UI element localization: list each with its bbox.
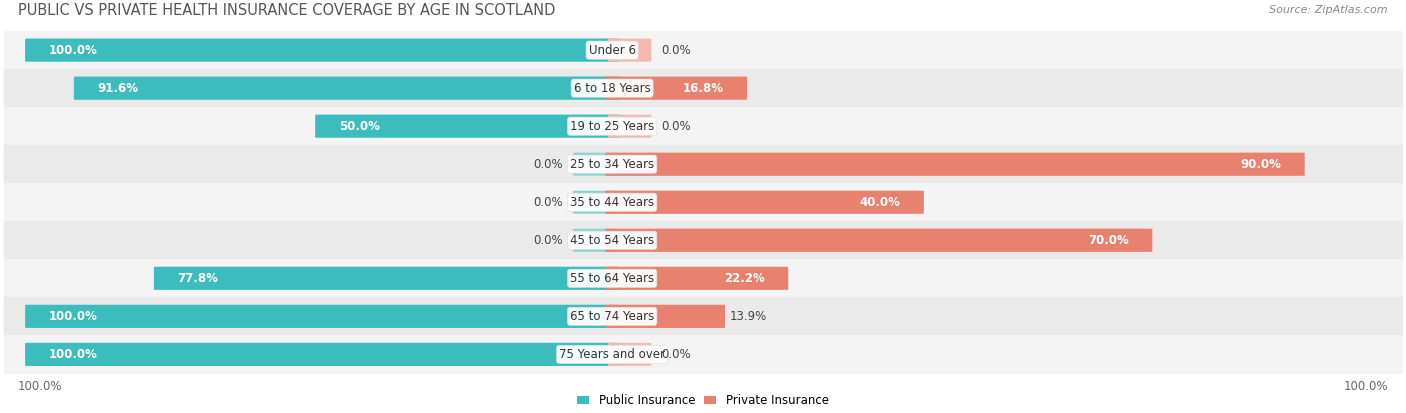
Text: 13.9%: 13.9% <box>730 310 766 323</box>
FancyBboxPatch shape <box>605 191 924 214</box>
Text: 19 to 25 Years: 19 to 25 Years <box>569 120 654 133</box>
Text: 0.0%: 0.0% <box>661 120 690 133</box>
Text: Source: ZipAtlas.com: Source: ZipAtlas.com <box>1270 5 1388 15</box>
Bar <box>4 335 1402 373</box>
FancyBboxPatch shape <box>605 305 725 328</box>
Bar <box>4 183 1402 221</box>
FancyBboxPatch shape <box>574 153 616 176</box>
Text: 55 to 64 Years: 55 to 64 Years <box>569 272 654 285</box>
FancyBboxPatch shape <box>574 191 616 214</box>
Text: 0.0%: 0.0% <box>534 158 564 171</box>
Text: PUBLIC VS PRIVATE HEALTH INSURANCE COVERAGE BY AGE IN SCOTLAND: PUBLIC VS PRIVATE HEALTH INSURANCE COVER… <box>18 2 555 18</box>
Text: 70.0%: 70.0% <box>1088 234 1129 247</box>
FancyBboxPatch shape <box>25 305 619 328</box>
FancyBboxPatch shape <box>605 153 1305 176</box>
Bar <box>4 145 1402 183</box>
Bar <box>4 69 1402 107</box>
Legend: Public Insurance, Private Insurance: Public Insurance, Private Insurance <box>572 389 834 412</box>
Bar <box>4 221 1402 259</box>
FancyBboxPatch shape <box>605 229 1153 252</box>
Bar <box>4 259 1402 297</box>
Text: 90.0%: 90.0% <box>1240 158 1281 171</box>
Text: 100.0%: 100.0% <box>1343 380 1388 393</box>
Text: 35 to 44 Years: 35 to 44 Years <box>569 196 654 209</box>
Text: 45 to 54 Years: 45 to 54 Years <box>569 234 654 247</box>
FancyBboxPatch shape <box>75 76 619 100</box>
Text: 77.8%: 77.8% <box>177 272 218 285</box>
Bar <box>4 297 1402 335</box>
Text: 0.0%: 0.0% <box>661 44 690 57</box>
Text: 6 to 18 Years: 6 to 18 Years <box>574 82 651 95</box>
Text: 50.0%: 50.0% <box>339 120 380 133</box>
Bar <box>4 31 1402 69</box>
Text: 100.0%: 100.0% <box>18 380 63 393</box>
FancyBboxPatch shape <box>574 229 616 252</box>
Text: 0.0%: 0.0% <box>534 196 564 209</box>
FancyBboxPatch shape <box>153 267 619 290</box>
FancyBboxPatch shape <box>607 38 651 62</box>
FancyBboxPatch shape <box>605 76 747 100</box>
FancyBboxPatch shape <box>315 114 619 138</box>
FancyBboxPatch shape <box>605 267 789 290</box>
FancyBboxPatch shape <box>607 343 651 366</box>
FancyBboxPatch shape <box>607 115 651 138</box>
Text: 16.8%: 16.8% <box>682 82 723 95</box>
Text: 65 to 74 Years: 65 to 74 Years <box>569 310 654 323</box>
Text: 0.0%: 0.0% <box>534 234 564 247</box>
FancyBboxPatch shape <box>25 38 619 62</box>
Text: 75 Years and over: 75 Years and over <box>560 348 665 361</box>
Text: 22.2%: 22.2% <box>724 272 765 285</box>
Text: Under 6: Under 6 <box>589 44 636 57</box>
Text: 0.0%: 0.0% <box>661 348 690 361</box>
Text: 100.0%: 100.0% <box>49 310 98 323</box>
FancyBboxPatch shape <box>25 343 619 366</box>
Text: 25 to 34 Years: 25 to 34 Years <box>569 158 654 171</box>
Text: 40.0%: 40.0% <box>859 196 900 209</box>
Text: 100.0%: 100.0% <box>49 44 98 57</box>
Text: 100.0%: 100.0% <box>49 348 98 361</box>
Text: 91.6%: 91.6% <box>97 82 139 95</box>
Bar <box>4 107 1402 145</box>
